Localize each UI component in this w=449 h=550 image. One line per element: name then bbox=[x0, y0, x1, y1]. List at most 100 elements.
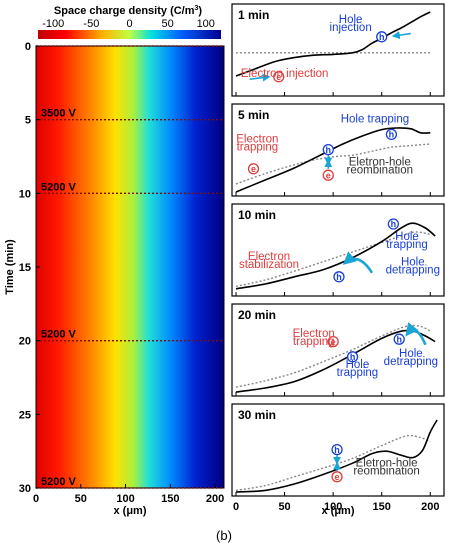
profile-annotation: stabilization bbox=[239, 259, 299, 271]
profile-annotation: injection bbox=[330, 22, 372, 34]
colorbar-tick-label: -50 bbox=[83, 18, 99, 30]
heatmap-y-tick-label: 30 bbox=[19, 483, 31, 495]
carrier-circle bbox=[346, 351, 359, 363]
colorbar-title: Space charge density (C/m3) bbox=[54, 5, 203, 17]
colorbar-tick-label: 0 bbox=[126, 18, 132, 30]
voltage-step-label: 5200 V bbox=[41, 476, 77, 488]
carrier-circle bbox=[385, 128, 398, 141]
heatmap-x-tick-label: 0 bbox=[33, 493, 39, 505]
figure-caption: (b) bbox=[216, 528, 232, 543]
electron-symbol: e bbox=[331, 471, 343, 483]
curved-arrow bbox=[342, 251, 374, 274]
heatmap-x-tick-label: 200 bbox=[206, 493, 224, 505]
solid-profile-line bbox=[235, 419, 438, 493]
profile-annotation: Electron bbox=[293, 328, 335, 340]
profile-annotation: Hole bbox=[339, 14, 363, 26]
carrier-label: h bbox=[379, 32, 385, 42]
heatmap-x-ticks: 0 50 100 150 200 bbox=[33, 484, 224, 505]
carrier-label: e bbox=[331, 337, 336, 347]
hole-symbol: h bbox=[385, 128, 398, 141]
profile-x-tick-label: 150 bbox=[373, 501, 391, 513]
carrier-label: e bbox=[335, 472, 340, 482]
profile-annotation: Electron injection bbox=[241, 68, 329, 80]
solid-profile-line bbox=[235, 11, 431, 77]
carrier-label: e bbox=[251, 164, 256, 174]
colorbar: Space charge density (C/m3) -100 -50 0 50 10… bbox=[38, 5, 221, 39]
profile-annotation: detrapping bbox=[384, 356, 438, 368]
carrier-circle bbox=[331, 471, 343, 483]
profile-annotation: reombination bbox=[353, 465, 419, 477]
hole-symbol: h bbox=[331, 443, 343, 456]
colorbar-ticks: -100 -50 0 50 100 bbox=[42, 18, 215, 30]
profile-panel-frame bbox=[231, 103, 445, 197]
heatmap-x-tick-label: 100 bbox=[116, 493, 134, 505]
profile-panel-title: 10 min bbox=[238, 208, 276, 222]
voltage-steps: 3500 V 5200 V 5200 V 5200 V bbox=[36, 45, 224, 489]
profile-annotation: trapping bbox=[337, 367, 379, 379]
carrier-arrow bbox=[391, 31, 411, 40]
electron-symbol: e bbox=[327, 335, 339, 348]
profile-annotation: Hole bbox=[346, 359, 370, 371]
heatmap-panel: 3500 V 5200 V 5200 V 5200 V 0 50 100 150 200 0 5… bbox=[4, 41, 225, 517]
profile-panel-title: 1 min bbox=[238, 8, 269, 22]
electron-symbol: e bbox=[247, 163, 260, 175]
carrier-label: h bbox=[326, 145, 332, 155]
heatmap-y-tick-label: 10 bbox=[19, 188, 31, 200]
profile-annotation: Eletron-hole bbox=[356, 457, 418, 469]
heatmap-y-tick-label: 15 bbox=[19, 262, 31, 274]
carrier-circle bbox=[376, 31, 388, 43]
profile-annotation: detrapping bbox=[386, 265, 440, 277]
heatmap-x-tick-label: 50 bbox=[75, 493, 87, 505]
profile-panel-title: 30 min bbox=[238, 408, 276, 422]
carrier-circle bbox=[273, 71, 285, 83]
hole-symbol: h bbox=[322, 143, 334, 156]
profile-annotation: trapping bbox=[293, 336, 335, 348]
hole-symbol: h bbox=[346, 351, 359, 363]
heatmap-x-tick-label: 150 bbox=[161, 493, 179, 505]
profile-panel: 10 minhhHoletrappingElectronstabilizatio… bbox=[231, 203, 445, 297]
hole-symbol: h bbox=[387, 218, 400, 230]
colorbar-tick-label: -100 bbox=[42, 18, 64, 30]
carrier-label: h bbox=[389, 130, 395, 140]
profile-x-label: x (μm) bbox=[321, 505, 354, 517]
heatmap-y-label: Time (min) bbox=[4, 239, 16, 295]
carrier-label: h bbox=[334, 445, 340, 455]
heatmap-y-tick-label: 0 bbox=[25, 41, 31, 53]
heatmap-y-tick-label: 5 bbox=[25, 115, 31, 127]
voltage-step-label: 5200 V bbox=[41, 329, 77, 341]
carrier-circle bbox=[331, 443, 343, 456]
voltage-step-label: 3500 V bbox=[41, 108, 77, 120]
profile-annotation: Eletron-hole bbox=[349, 157, 411, 169]
carrier-circle bbox=[333, 271, 345, 283]
carrier-label: e bbox=[276, 72, 281, 82]
profile-annotation: Hole trapping bbox=[341, 113, 409, 125]
carrier-circle bbox=[393, 333, 405, 345]
carrier-label: h bbox=[350, 352, 356, 362]
carrier-label: h bbox=[396, 334, 402, 344]
heatmap-y-tick-label: 20 bbox=[19, 336, 31, 348]
solid-profile-line bbox=[235, 222, 436, 290]
profile-panel-frame bbox=[231, 203, 445, 297]
hole-symbol: h bbox=[376, 31, 388, 43]
profile-annotation: Hole bbox=[401, 257, 425, 269]
electron-symbol: e bbox=[322, 169, 334, 181]
solid-profile-line bbox=[235, 127, 431, 193]
colorbar-tick-label: 100 bbox=[197, 18, 215, 30]
carrier-circle bbox=[322, 143, 334, 156]
heatmap-x-label: x (μm) bbox=[113, 505, 146, 517]
profile-x-tick-label: 0 bbox=[233, 501, 239, 513]
heatmap-y-ticks: 0 5 10 15 20 25 30 bbox=[19, 41, 40, 495]
colorbar-tick-label: 50 bbox=[162, 18, 174, 30]
profile-x-ticks: 0 50 100 150 200 bbox=[233, 501, 440, 513]
carrier-circle bbox=[327, 335, 339, 348]
carrier-label: h bbox=[391, 219, 397, 229]
profile-x-tick-label: 200 bbox=[421, 501, 439, 513]
curved-arrow bbox=[405, 322, 427, 346]
profile-panel-title: 5 min bbox=[238, 108, 269, 122]
heatmap-y-tick-label: 25 bbox=[19, 409, 31, 421]
dotted-profile-line bbox=[235, 434, 431, 492]
